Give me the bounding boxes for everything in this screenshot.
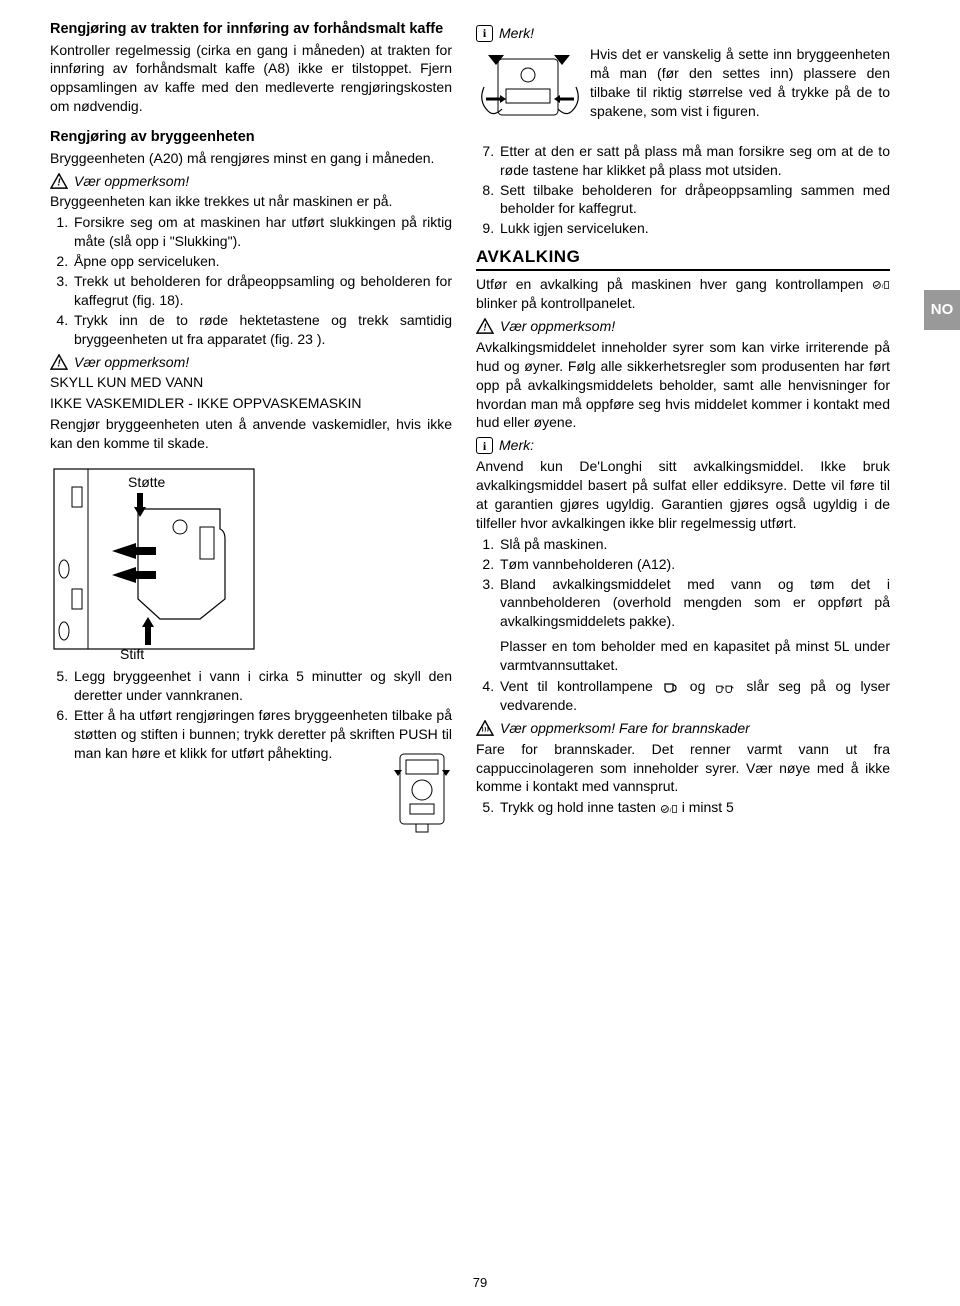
right-column: i Merk! Hvis det er vanskelig å sette in… <box>470 20 890 1286</box>
para-merk2: Anvend kun De'Longhi sitt avkalkingsmidd… <box>476 457 890 533</box>
figure-push-inline <box>392 748 452 841</box>
heading-avkalking: AVKALKING <box>476 246 890 271</box>
para-brewunit-off: Bryggeenheten kan ikke trekkes ut når ma… <box>50 192 452 211</box>
avk-step-4: Vent til kontrollampene og slår seg på o… <box>498 677 890 715</box>
warning-triangle-icon: ! <box>50 173 68 189</box>
warning-triangle-icon: ! <box>476 318 494 334</box>
heading-cleaning-brewunit: Rengjøring av bryggeenheten <box>50 128 452 148</box>
para-funnel: Kontroller regelmessig (cirka en gang i … <box>50 41 452 117</box>
figure-hands-levers <box>476 45 584 142</box>
step-5: Legg bryggeenhet i vann i cirka 5 minutt… <box>72 667 452 705</box>
para-clean-no-soap: Rengjør bryggeenheten uten å anvende vas… <box>50 415 452 453</box>
steps-list-5: Trykk og hold inne tasten / i minst 5 <box>476 798 890 817</box>
warning-2: ! Vær oppmerksom! <box>50 353 452 372</box>
warning-3: ! Vær oppmerksom! <box>476 317 890 336</box>
heading-cleaning-funnel: Rengjøring av trakten for innføring av f… <box>50 20 452 40</box>
svg-text:!: ! <box>57 358 61 369</box>
step-3: Trekk ut beholderen for dråpeoppsamling … <box>72 272 452 310</box>
steps-list-4: Slå på maskinen. Tøm vannbeholderen (A12… <box>476 535 890 715</box>
para-nodetergent: IKKE VASKEMIDLER - IKKE OPPVASKEMASKIN <box>50 394 452 413</box>
svg-text:!: ! <box>57 177 61 188</box>
warning-4-burns: Vær oppmerksom! Fare for brannskader <box>476 719 890 738</box>
fig-label-bot-svg: Stift <box>120 646 144 659</box>
steps-list-3: Etter at den er satt på plass må man for… <box>476 142 890 238</box>
avk-step-5: Trykk og hold inne tasten / i minst 5 <box>498 798 890 817</box>
left-column: Rengjøring av trakten for innføring av f… <box>50 20 470 1286</box>
para-avk-warning: Avkalkingsmiddelet inneholder syrer som … <box>476 338 890 432</box>
note-merk-block: Hvis det er vanskelig å sette inn brygge… <box>476 45 890 142</box>
step-2: Åpne opp serviceluken. <box>72 252 452 271</box>
note-merk-text: Hvis det er vanskelig å sette inn brygge… <box>590 45 890 140</box>
warning-3-text: Vær oppmerksom! <box>500 317 615 336</box>
note-merk-2: i Merk: <box>476 436 890 455</box>
warning-2-text: Vær oppmerksom! <box>74 353 189 372</box>
double-cup-icon <box>715 680 737 694</box>
info-icon: i <box>476 25 493 42</box>
warning-1: ! Vær oppmerksom! <box>50 172 452 191</box>
step-7: Etter at den er satt på plass må man for… <box>498 142 890 180</box>
warning-triangle-icon: ! <box>50 354 68 370</box>
steps-list-1: Forsikre seg om at maskinen har utført s… <box>50 213 452 348</box>
warning-hot-triangle-icon <box>476 720 494 736</box>
fig-label-top-svg: Støtte <box>128 474 166 490</box>
note-merk-1-text: Merk! <box>499 24 534 43</box>
para-wateronly: SKYLL KUN MED VANN <box>50 373 452 392</box>
avk-step-2: Tøm vannbeholderen (A12). <box>498 555 890 574</box>
para-brewunit: Bryggeenheten (A20) må rengjøres minst e… <box>50 149 452 168</box>
descale-button-icon: / <box>660 802 678 816</box>
note-merk-1: i Merk! <box>476 24 890 43</box>
step-6: Etter å ha utført rengjøringen føres bry… <box>72 706 452 763</box>
svg-text:!: ! <box>483 323 487 334</box>
descale-lamp-icon: / <box>872 278 890 292</box>
para-avkalking-intro: Utfør en avkalking på maskinen hver gang… <box>476 275 890 313</box>
avk-step-1: Slå på maskinen. <box>498 535 890 554</box>
steps-list-2: Legg bryggeenhet i vann i cirka 5 minutt… <box>50 667 452 762</box>
note-merk-2-text: Merk: <box>499 436 534 455</box>
info-icon: i <box>476 437 493 454</box>
avk-step-3b: Plasser en tom beholder med en kapasitet… <box>500 637 890 675</box>
step-9: Lukk igjen serviceluken. <box>498 219 890 238</box>
single-cup-icon <box>662 680 680 694</box>
step-1: Forsikre seg om at maskinen har utført s… <box>72 213 452 251</box>
warning-4-text: Vær oppmerksom! Fare for brannskader <box>500 719 750 738</box>
warning-1-text: Vær oppmerksom! <box>74 172 189 191</box>
figure-brewunit-diagram: Støtte Stift <box>50 459 452 659</box>
language-tab: NO <box>924 290 960 330</box>
svg-text:/: / <box>669 806 671 813</box>
avk-step-3: Bland avkalkingsmiddelet med vann og tøm… <box>498 575 890 675</box>
para-burns: Fare for brannskader. Det renner varmt v… <box>476 740 890 797</box>
step-8: Sett tilbake beholderen for dråpeoppsaml… <box>498 181 890 219</box>
page-number: 79 <box>473 1274 487 1292</box>
step-4: Trykk inn de to røde hektetastene og tre… <box>72 311 452 349</box>
svg-text:/: / <box>882 283 884 290</box>
